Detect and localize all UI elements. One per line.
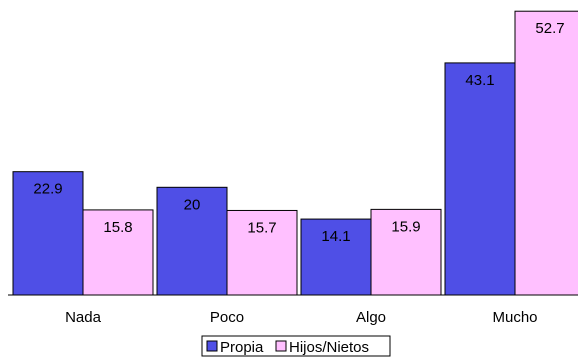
bars-layer [12, 10, 578, 296]
legend: Propia Hijos/Nietos [201, 335, 391, 357]
legend-label-propia: Propia [220, 339, 264, 356]
value-label-hijos-nietos-algo: 15.9 [391, 218, 420, 235]
bar-propia-algo [300, 218, 372, 296]
bar-propia-nada [12, 171, 84, 296]
value-label-propia-algo: 14.1 [321, 228, 350, 245]
value-label-hijos-nietos-poco: 15.7 [247, 219, 276, 236]
value-label-propia-nada: 22.9 [33, 181, 62, 198]
legend-box [201, 335, 391, 357]
legend-label-hijos-nietos: Hijos/Nietos [289, 339, 369, 356]
legend-swatch-hijos-nietos [275, 340, 287, 352]
bar-hijos-nietos-nada [82, 209, 154, 296]
bar-propia-poco [156, 186, 228, 296]
x-axis: Nada Poco Algo Mucho [8, 294, 578, 326]
value-label-hijos-nietos-mucho: 52.7 [535, 20, 564, 37]
x-tick-label-nada: Nada [65, 309, 102, 326]
x-tick-label-mucho: Mucho [492, 309, 537, 326]
value-label-propia-mucho: 43.1 [465, 72, 494, 89]
value-label-propia-poco: 20 [184, 196, 201, 213]
bar-propia-mucho [444, 62, 516, 296]
bar-hijos-nietos-poco [226, 209, 298, 296]
x-tick-label-algo: Algo [356, 309, 386, 326]
legend-swatch-propia [206, 340, 218, 352]
bar-hijos-nietos-algo [370, 208, 442, 296]
value-labels-layer: 22.9 20 14.1 43.1 15.8 15.7 15.9 52.7 [33, 20, 564, 245]
bar-hijos-nietos-mucho [514, 10, 578, 296]
x-tick-label-poco: Poco [210, 309, 244, 326]
value-label-hijos-nietos-nada: 15.8 [103, 219, 132, 236]
